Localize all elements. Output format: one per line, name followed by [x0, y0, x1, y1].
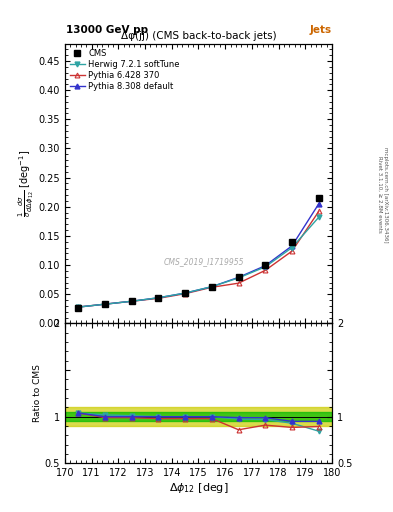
Pythia 6.428 370 — [263, 267, 268, 273]
CMS — [290, 239, 294, 245]
CMS — [316, 195, 321, 201]
Text: CMS_2019_I1719955: CMS_2019_I1719955 — [163, 258, 244, 266]
Herwig 7.2.1 softTune — [183, 290, 187, 296]
Herwig 7.2.1 softTune — [290, 245, 294, 251]
Pythia 6.428 370 — [209, 284, 214, 290]
CMS — [103, 301, 107, 307]
Legend: CMS, Herwig 7.2.1 softTune, Pythia 6.428 370, Pythia 8.308 default: CMS, Herwig 7.2.1 softTune, Pythia 6.428… — [68, 47, 181, 93]
Y-axis label: $\frac{1}{\sigma}\frac{d\sigma}{d\Delta\phi_{12}}$ [deg$^{-1}$]: $\frac{1}{\sigma}\frac{d\sigma}{d\Delta\… — [16, 150, 36, 217]
Pythia 8.308 default — [209, 284, 214, 290]
Line: Herwig 7.2.1 softTune: Herwig 7.2.1 softTune — [76, 215, 321, 310]
Text: 13000 GeV pp: 13000 GeV pp — [66, 25, 148, 35]
Pythia 8.308 default — [236, 274, 241, 281]
Herwig 7.2.1 softTune — [156, 295, 161, 301]
Y-axis label: Ratio to CMS: Ratio to CMS — [33, 365, 42, 422]
Pythia 6.428 370 — [236, 280, 241, 286]
Pythia 8.308 default — [183, 290, 187, 296]
Pythia 6.428 370 — [290, 248, 294, 254]
CMS — [183, 290, 187, 296]
CMS — [263, 262, 268, 268]
CMS — [236, 274, 241, 280]
Pythia 6.428 370 — [316, 208, 321, 215]
Line: Pythia 8.308 default: Pythia 8.308 default — [76, 201, 321, 310]
Herwig 7.2.1 softTune — [103, 301, 107, 307]
Herwig 7.2.1 softTune — [316, 214, 321, 220]
Pythia 8.308 default — [76, 304, 81, 310]
Bar — [65, 412, 332, 421]
Herwig 7.2.1 softTune — [209, 284, 214, 290]
Pythia 8.308 default — [129, 298, 134, 304]
Pythia 8.308 default — [263, 263, 268, 269]
CMS — [209, 284, 214, 290]
CMS — [156, 295, 161, 301]
Pythia 6.428 370 — [103, 301, 107, 307]
CMS — [76, 305, 81, 311]
Pythia 6.428 370 — [183, 291, 187, 297]
Pythia 8.308 default — [290, 243, 294, 249]
Herwig 7.2.1 softTune — [76, 304, 81, 310]
Text: mcplots.cern.ch [arXiv:1306.3436]: mcplots.cern.ch [arXiv:1306.3436] — [383, 147, 387, 242]
Line: CMS: CMS — [75, 195, 321, 310]
Pythia 8.308 default — [316, 201, 321, 207]
Text: Rivet 3.1.10, ≥ 2.8M events: Rivet 3.1.10, ≥ 2.8M events — [377, 156, 382, 233]
Pythia 6.428 370 — [129, 298, 134, 304]
Line: Pythia 6.428 370: Pythia 6.428 370 — [76, 209, 321, 310]
Pythia 8.308 default — [103, 301, 107, 307]
X-axis label: $\Delta\phi_{12}$ [deg]: $\Delta\phi_{12}$ [deg] — [169, 481, 228, 495]
Bar — [65, 408, 332, 426]
Herwig 7.2.1 softTune — [236, 275, 241, 281]
Herwig 7.2.1 softTune — [263, 264, 268, 270]
Pythia 8.308 default — [156, 295, 161, 301]
Pythia 6.428 370 — [156, 295, 161, 302]
Pythia 6.428 370 — [76, 304, 81, 310]
Herwig 7.2.1 softTune — [129, 298, 134, 304]
Text: Jets: Jets — [309, 25, 331, 35]
Title: Δφ(jj) (CMS back-to-back jets): Δφ(jj) (CMS back-to-back jets) — [121, 31, 276, 41]
CMS — [129, 298, 134, 304]
